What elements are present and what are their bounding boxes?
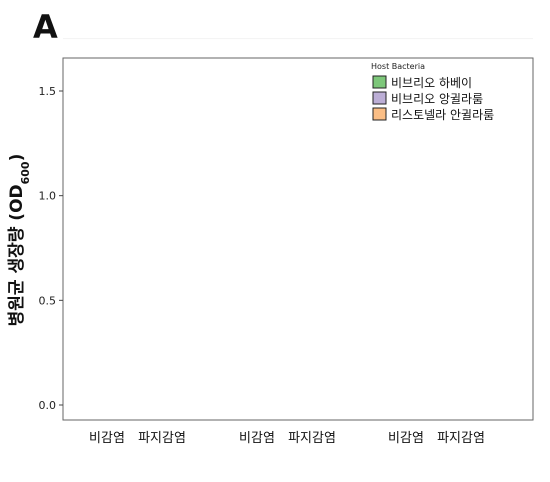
- legend-label: 비브리오 앙귈라룸: [391, 92, 483, 106]
- x-tick-label: 비감염: [89, 431, 125, 446]
- legend-swatch: [372, 107, 387, 121]
- legend-title: Host Bacteria: [371, 62, 425, 71]
- y-tick-label: 0.0: [39, 399, 57, 412]
- y-axis-label: 병원균 생장량 (OD600): [7, 154, 32, 327]
- legend-label: 비브리오 하베이: [391, 76, 472, 90]
- x-tick-label: 파지감염: [138, 431, 186, 446]
- axis-layer: 0.0 0.5 1.0 1.5 비감염 파지감염 비감염 파지감염 비감염 파지감염: [39, 57, 534, 446]
- y-tick-label: 0.5: [39, 294, 57, 307]
- panel-letter: A: [33, 8, 58, 46]
- x-tick-label: 비감염: [239, 431, 275, 446]
- x-tick-label: 비감염: [388, 431, 424, 446]
- legend-swatch: [372, 91, 387, 105]
- y-tick-label: 1.5: [39, 85, 57, 98]
- legend-label: 리스토넬라 안귈라룸: [391, 108, 494, 122]
- y-tick-label: 1.0: [39, 190, 57, 203]
- plot-frame: [62, 57, 534, 421]
- x-tick-label: 파지감염: [288, 431, 336, 446]
- legend-swatch: [372, 75, 387, 89]
- x-tick-label: 파지감염: [437, 431, 485, 446]
